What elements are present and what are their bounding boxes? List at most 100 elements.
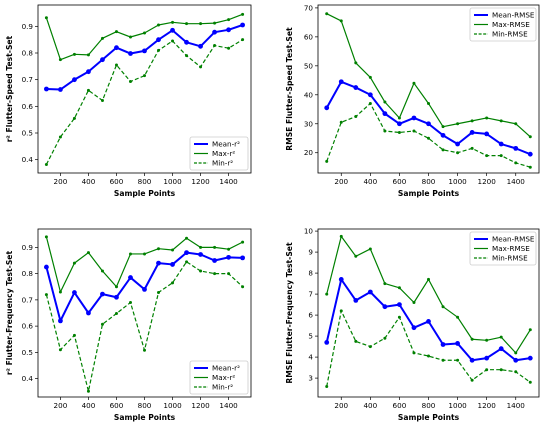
y-axis-label: RMSE Flutter-Speed Test-Set xyxy=(285,27,294,151)
data-point xyxy=(128,35,132,39)
data-point xyxy=(383,336,387,340)
data-point xyxy=(367,92,373,98)
data-point xyxy=(185,260,189,264)
legend-label: Max-RMSE xyxy=(492,244,530,253)
data-point xyxy=(128,80,132,84)
data-point xyxy=(411,115,417,121)
y-tick-label: 0.4 xyxy=(22,374,34,383)
series-line-3 xyxy=(45,39,243,165)
y-axis-label: r² Flutter-Speed Test-Set xyxy=(5,35,14,142)
data-point xyxy=(412,81,416,85)
legend-label: Min-RMSE xyxy=(492,30,528,39)
data-point xyxy=(114,63,118,67)
legend-label: Min-RMSE xyxy=(492,254,528,263)
data-point xyxy=(411,325,417,331)
data-point xyxy=(469,357,475,363)
data-point xyxy=(513,357,519,363)
data-point xyxy=(427,101,430,105)
data-point xyxy=(339,309,343,313)
x-tick-label: 1400 xyxy=(507,401,526,410)
data-point xyxy=(470,146,474,150)
data-point xyxy=(339,19,343,23)
data-point xyxy=(72,116,76,120)
data-point xyxy=(86,310,91,316)
data-point xyxy=(383,282,387,286)
data-point xyxy=(427,354,430,358)
data-point xyxy=(114,294,119,300)
data-point xyxy=(86,251,90,255)
data-point xyxy=(484,131,490,137)
data-point xyxy=(354,61,358,65)
data-point xyxy=(368,75,372,79)
y-tick-label: 60 xyxy=(304,32,314,41)
data-point xyxy=(397,121,402,127)
legend-label: Mean-r² xyxy=(212,364,240,373)
data-point xyxy=(58,318,63,324)
data-point xyxy=(499,335,503,339)
x-tick-label: 1000 xyxy=(163,401,182,410)
data-point xyxy=(412,351,416,355)
y-tick-label: 0.7 xyxy=(22,295,33,304)
data-point xyxy=(382,304,388,310)
data-point xyxy=(440,132,446,138)
data-point xyxy=(86,88,90,92)
y-tick-label: 0.9 xyxy=(22,243,34,252)
x-tick-label: 1000 xyxy=(163,177,182,186)
data-point xyxy=(427,277,430,281)
y-tick-label: 9 xyxy=(308,248,313,257)
data-point xyxy=(412,301,416,304)
x-tick-label: 1000 xyxy=(448,401,467,410)
data-point xyxy=(324,340,330,345)
y-tick-label: 0.6 xyxy=(22,322,34,331)
data-point xyxy=(382,111,388,117)
data-point xyxy=(325,292,329,296)
data-point xyxy=(72,77,77,83)
y-axis-label: r² Flutter-Frequency Test-Set xyxy=(5,251,14,376)
data-point xyxy=(368,247,372,251)
data-point xyxy=(441,305,445,309)
data-point xyxy=(58,348,62,352)
data-point xyxy=(325,385,329,388)
data-point xyxy=(485,368,489,372)
x-axis-label: Sample Points xyxy=(114,413,176,422)
data-point xyxy=(128,301,132,304)
data-point xyxy=(198,43,203,49)
legend-label: Max-r² xyxy=(212,149,235,158)
data-point xyxy=(427,136,430,140)
data-point xyxy=(241,240,245,244)
data-point xyxy=(114,312,118,316)
data-point xyxy=(226,27,231,33)
data-point xyxy=(353,298,359,303)
data-point xyxy=(426,319,431,324)
data-point xyxy=(143,31,146,35)
data-point xyxy=(227,272,231,276)
data-point xyxy=(171,281,175,285)
data-point xyxy=(498,141,504,147)
legend-label: Max-RMSE xyxy=(492,20,530,29)
x-tick-label: 200 xyxy=(54,401,68,410)
data-point xyxy=(240,255,245,261)
data-point xyxy=(199,22,203,26)
data-point xyxy=(157,23,161,27)
legend-box xyxy=(189,136,249,171)
data-point xyxy=(412,129,416,133)
y-tick-label: 0.7 xyxy=(22,75,33,84)
data-point xyxy=(338,277,344,282)
data-point xyxy=(354,339,358,343)
x-tick-label: 400 xyxy=(82,177,96,186)
data-point xyxy=(456,315,460,319)
data-point xyxy=(498,346,504,352)
data-point xyxy=(185,236,189,240)
data-point xyxy=(527,151,533,157)
data-point xyxy=(100,291,105,297)
x-tick-label: 1200 xyxy=(191,177,210,186)
x-tick-label: 600 xyxy=(393,177,407,186)
x-tick-label: 1000 xyxy=(448,177,467,186)
data-point xyxy=(325,159,329,163)
y-tick-label: 0.5 xyxy=(22,348,33,357)
data-point xyxy=(499,368,503,372)
data-point xyxy=(212,258,217,263)
